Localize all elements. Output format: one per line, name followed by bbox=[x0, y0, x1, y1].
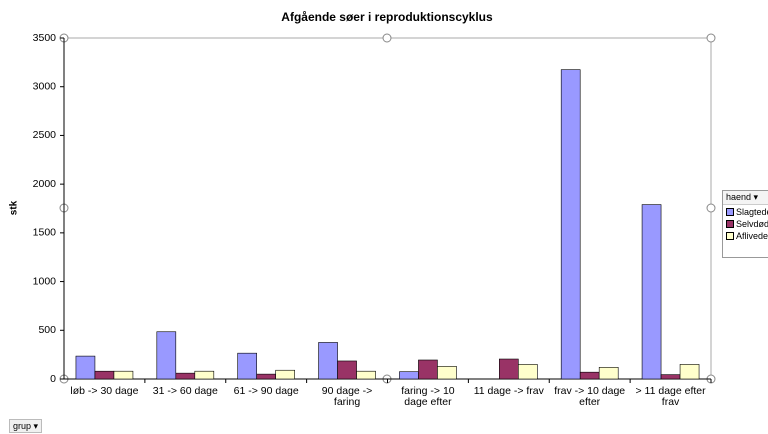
legend-items: Slagtede Selvdøde Aflivede bbox=[723, 205, 768, 241]
legend-swatch bbox=[726, 220, 734, 228]
bar bbox=[318, 342, 338, 380]
bar bbox=[499, 358, 519, 380]
x-tick-label: 31 -> 60 dage bbox=[152, 385, 218, 397]
y-tick-label: 1000 bbox=[33, 275, 57, 287]
legend-item[interactable]: Slagtede bbox=[723, 205, 768, 217]
bar bbox=[560, 69, 581, 380]
bar bbox=[156, 331, 177, 380]
y-tick-label: 2500 bbox=[33, 129, 57, 141]
legend[interactable]: haend ▾ Slagtede Selvdøde Aflivede bbox=[722, 190, 768, 258]
legend-label: Aflivede bbox=[736, 231, 768, 241]
legend-label: Selvdøde bbox=[736, 219, 768, 229]
bar bbox=[94, 370, 115, 380]
legend-label: Slagtede bbox=[736, 207, 768, 217]
field-button-text: grup bbox=[13, 421, 32, 431]
x-tick-label: > 11 dage efter frav bbox=[635, 385, 706, 408]
legend-item[interactable]: Aflivede bbox=[723, 229, 768, 241]
bar bbox=[579, 371, 600, 380]
x-tick-label: 11 dage -> frav bbox=[473, 385, 544, 397]
bar bbox=[641, 204, 662, 380]
bar bbox=[194, 370, 215, 380]
x-tick-label: faring -> 10 dage efter bbox=[401, 385, 455, 408]
legend-swatch bbox=[726, 208, 734, 216]
x-tick-label: 61 -> 90 dage bbox=[233, 385, 299, 397]
bar bbox=[679, 364, 700, 380]
bar bbox=[237, 352, 257, 380]
bar bbox=[75, 355, 96, 380]
y-tick-label: 3500 bbox=[33, 32, 57, 44]
y-tick-label: 1500 bbox=[33, 227, 57, 239]
y-tick-label: 3000 bbox=[33, 80, 57, 92]
bar bbox=[660, 374, 681, 380]
y-tick-label: 500 bbox=[38, 324, 56, 336]
bar bbox=[175, 372, 196, 380]
x-tick-label: 90 dage -> faring bbox=[321, 385, 373, 408]
y-tick-label: 2000 bbox=[33, 178, 57, 190]
bar bbox=[275, 369, 295, 380]
legend-title[interactable]: haend ▾ bbox=[723, 191, 768, 205]
chart-title: Afgående søer i reproduktionscyklus bbox=[281, 10, 493, 24]
plot-area bbox=[63, 37, 712, 380]
bar bbox=[518, 364, 538, 380]
x-tick-label: frav -> 10 dage efter bbox=[554, 385, 626, 408]
bar bbox=[399, 371, 419, 380]
bar bbox=[113, 370, 134, 380]
bar bbox=[256, 373, 276, 380]
legend-item[interactable]: Selvdøde bbox=[723, 217, 768, 229]
x-tick-label: løb -> 30 dage bbox=[70, 385, 139, 397]
selection-handles bbox=[59, 33, 716, 384]
legend-title-text: haend bbox=[726, 192, 752, 202]
bar bbox=[337, 360, 357, 380]
bar bbox=[418, 359, 438, 380]
field-button[interactable]: grup ▾ bbox=[9, 419, 43, 433]
legend-swatch bbox=[726, 232, 734, 240]
bar bbox=[598, 367, 619, 380]
y-axis-label: stk bbox=[9, 200, 20, 215]
y-tick-label: 0 bbox=[50, 373, 56, 385]
bar bbox=[356, 370, 376, 380]
bar bbox=[437, 366, 457, 380]
